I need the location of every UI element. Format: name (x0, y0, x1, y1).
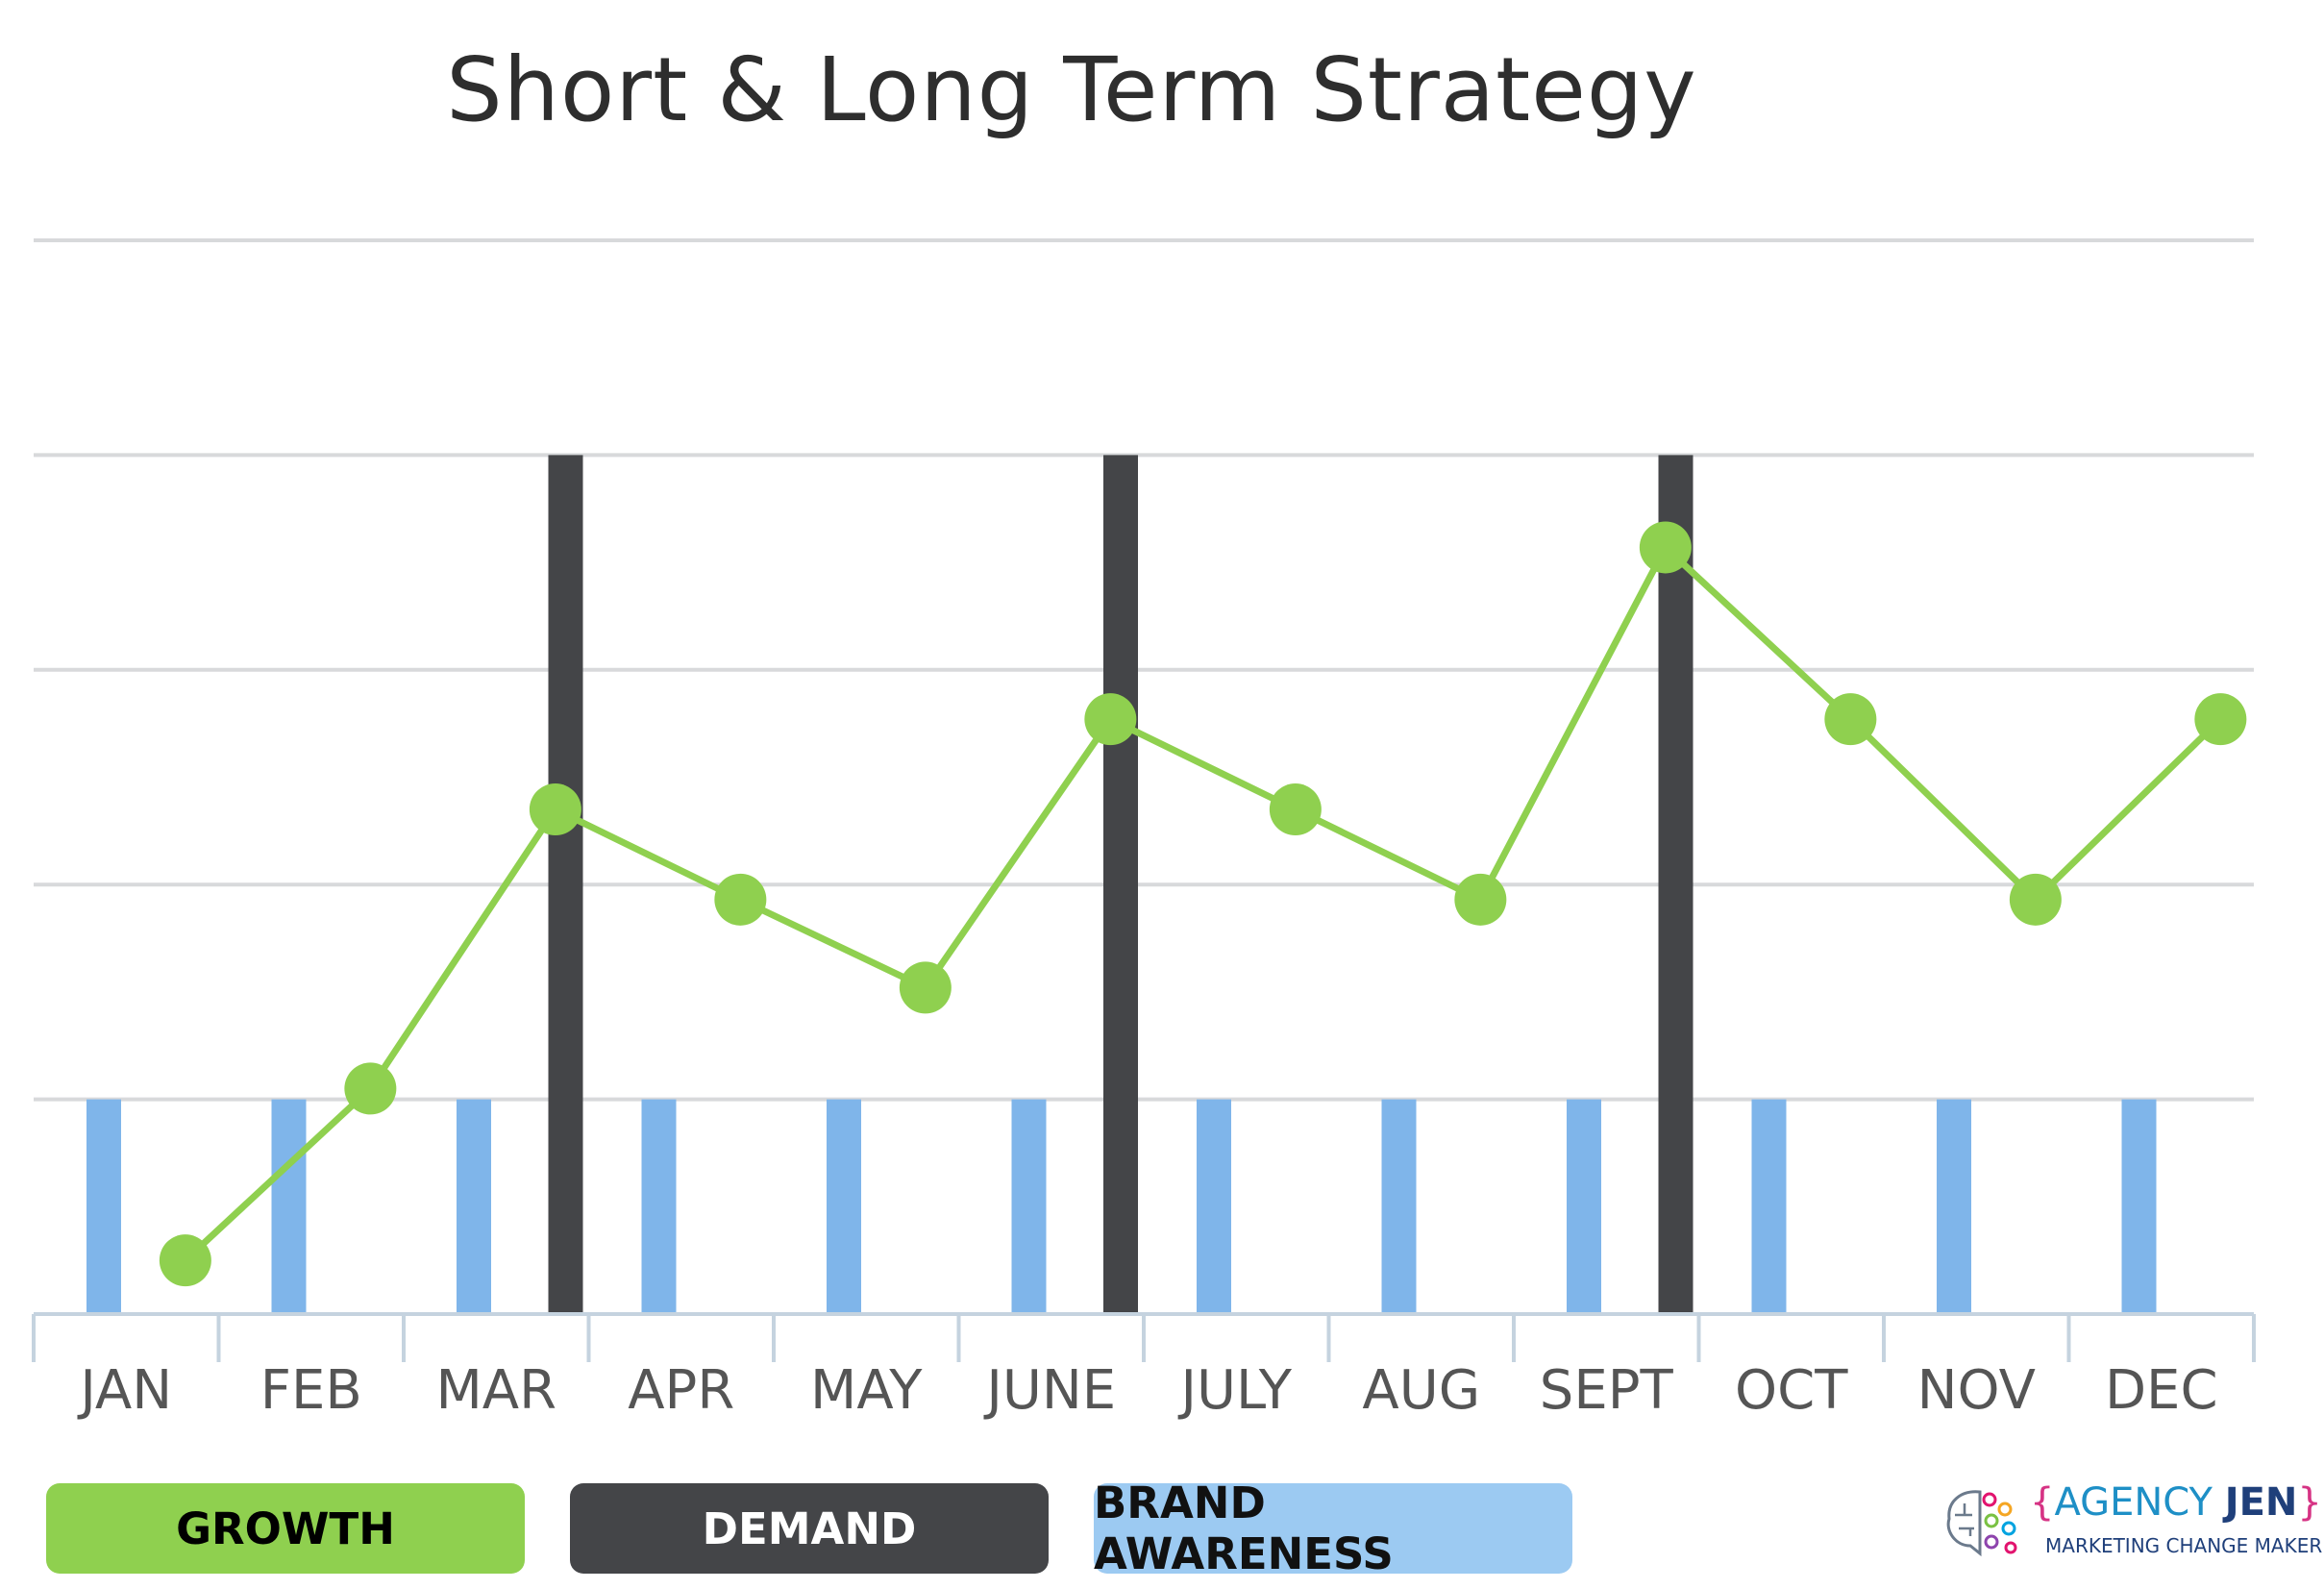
legend-brand-awareness-label: BRAND AWARENESS (1094, 1477, 1394, 1579)
x-tick-label: AUG (1362, 1359, 1480, 1422)
demand-bars (548, 455, 1694, 1314)
brand-awareness-bar (641, 1099, 677, 1314)
growth-point (1084, 693, 1137, 746)
legend-growth: GROWTH (46, 1483, 525, 1574)
brain-circuit-icon (1946, 1490, 2017, 1557)
growth-point (1269, 783, 1322, 836)
x-tick-label: NOV (1917, 1359, 2036, 1422)
chart-plot: JAN FEB MAR APR MAY JUNE JULY AUG SEPT OCT NOV DEC (32, 238, 2256, 1422)
logo-tagline: MARKETING CHANGE MAKER (2045, 1534, 2323, 1557)
growth-point (2194, 693, 2247, 746)
demand-bar (1103, 455, 1138, 1314)
x-tick-label: SEPT (1540, 1359, 1674, 1422)
gridlines (34, 238, 2254, 1102)
brand-awareness-bar (827, 1099, 861, 1314)
x-tick-label: OCT (1735, 1359, 1848, 1422)
logo-open-brace: { (2030, 1480, 2055, 1525)
growth-point (344, 1062, 397, 1115)
x-tick-label: MAR (435, 1359, 556, 1422)
brand-awareness-bar (271, 1099, 307, 1314)
logo-close-brace: } (2297, 1480, 2322, 1525)
brand-awareness-bar (2121, 1099, 2157, 1314)
growth-point (1824, 693, 1877, 746)
logo-name-jen: JEN (2224, 1480, 2298, 1525)
growth-line (183, 543, 2223, 1263)
growth-point (2009, 873, 2062, 926)
demand-bar (548, 455, 583, 1314)
brand-awareness-bar (1751, 1099, 1787, 1314)
x-tick-label: JUNE (983, 1359, 1116, 1422)
agency-jen-logo: {AGENCY JEN} MARKETING CHANGE MAKER (1941, 1480, 2322, 1567)
x-tick-label: JAN (77, 1359, 172, 1422)
logo-name-agency: AGENCY (2054, 1480, 2225, 1525)
brand-awareness-bar (87, 1099, 121, 1314)
x-tick-label: APR (628, 1359, 734, 1422)
legend-demand: DEMAND (570, 1483, 1049, 1574)
growth-point (1639, 521, 1692, 574)
brand-awareness-bar (1937, 1099, 1971, 1314)
brand-awareness-bar (457, 1099, 491, 1314)
logo-name: {AGENCY JEN} (2030, 1480, 2322, 1525)
growth-line-series (159, 521, 2247, 1287)
demand-bar (1658, 455, 1694, 1314)
x-tick-label: JULY (1178, 1359, 1293, 1422)
x-tick-labels: JAN FEB MAR APR MAY JUNE JULY AUG SEPT OCT NOV DEC (77, 1359, 2217, 1422)
growth-point (159, 1234, 211, 1287)
chart-title: Short & Long Term Strategy (446, 38, 1697, 141)
brand-awareness-bar (1197, 1099, 1231, 1314)
legend-brand-awareness: BRAND AWARENESS (1094, 1477, 1572, 1579)
growth-point (899, 961, 952, 1014)
legend-growth-label: GROWTH (176, 1502, 395, 1554)
x-tick-label: MAY (810, 1359, 923, 1422)
growth-point (1454, 873, 1507, 926)
brand-awareness-bars (87, 1099, 2157, 1314)
brand-awareness-bar (1567, 1099, 1601, 1314)
brand-awareness-bar (1011, 1099, 1047, 1314)
x-tick-label: FEB (260, 1359, 362, 1422)
legend-demand-label: DEMAND (702, 1502, 917, 1554)
brand-awareness-bar (1381, 1099, 1417, 1314)
growth-point (714, 873, 767, 926)
x-tick-label: DEC (2105, 1359, 2218, 1422)
growth-point (529, 783, 581, 836)
x-axis (32, 1312, 2256, 1362)
